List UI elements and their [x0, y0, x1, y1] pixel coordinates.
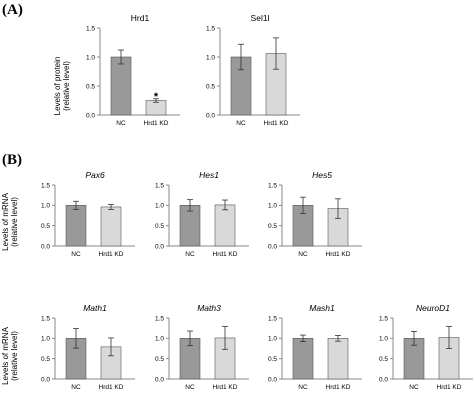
chart-4: 0.0 0.5 1.0 1.5 Hes5 NC Hrd1 KD — [268, 170, 362, 258]
y-tick-label: 1.5 — [41, 182, 50, 189]
y-axis-label-b1-line2: (relative level) — [10, 197, 19, 247]
chart-2: 0.0 0.5 1.0 1.5 Pax6 NC Hrd1 KD — [41, 170, 135, 258]
y-tick-label: 0.0 — [41, 243, 50, 250]
chart-title: Math3 — [197, 303, 221, 313]
chart-title: Hes1 — [199, 170, 219, 180]
y-tick-label: 1.0 — [206, 54, 215, 61]
category-label: Hrd1 KD — [437, 384, 462, 391]
y-axis-label-b1-line1: Levels of mRNA — [1, 192, 10, 250]
y-tick-label: 0.0 — [268, 243, 277, 250]
y-axis-label-a-line1: Levels of protein — [53, 57, 62, 116]
y-tick-label: 0.0 — [206, 112, 215, 119]
y-tick-label: 0.0 — [41, 376, 50, 383]
y-tick-label: 0.5 — [379, 356, 388, 363]
chart-title: Pax6 — [85, 170, 105, 180]
category-label: NC — [185, 251, 195, 258]
chart-0: 0.0 0.5 1.0 1.5 Hrd1 NC Hrd1 KD * — [86, 13, 180, 127]
significance-marker: * — [154, 91, 159, 103]
y-tick-label: 1.0 — [268, 336, 277, 343]
category-label: NC — [409, 384, 419, 391]
category-label: NC — [71, 251, 81, 258]
y-tick-label: 1.0 — [155, 336, 164, 343]
category-label: NC — [298, 384, 308, 391]
y-tick-label: 0.5 — [41, 223, 50, 230]
chart-title: Mash1 — [309, 303, 335, 313]
bar-nc — [110, 56, 132, 116]
y-axis-label-a-line2: (relative level) — [62, 61, 71, 111]
y-tick-label: 0.0 — [155, 243, 164, 250]
y-tick-label: 1.5 — [268, 315, 277, 322]
y-tick-label: 0.5 — [155, 356, 164, 363]
y-tick-label: 1.0 — [86, 54, 95, 61]
y-tick-label: 1.0 — [155, 203, 164, 210]
category-label: NC — [185, 384, 195, 391]
bar-nc — [179, 205, 201, 247]
y-tick-label: 0.5 — [268, 356, 277, 363]
category-label: NC — [298, 251, 308, 258]
category-label: Hrd1 KD — [264, 120, 289, 127]
chart-title: Hes5 — [312, 170, 332, 180]
bar-hrd1-kd — [100, 206, 122, 247]
y-tick-label: 1.5 — [155, 315, 164, 322]
bar-hrd1-kd — [327, 338, 349, 380]
chart-8: 0.0 0.5 1.0 1.5 NeuroD1 NC Hrd1 KD — [379, 303, 473, 391]
category-label: Hrd1 KD — [326, 384, 351, 391]
panel-label-a: (A) — [2, 2, 23, 18]
chart-5: 0.0 0.5 1.0 1.5 Math1 NC Hrd1 KD — [41, 303, 135, 391]
y-tick-label: 0.5 — [41, 356, 50, 363]
y-tick-label: 1.0 — [41, 336, 50, 343]
y-tick-label: 0.0 — [155, 376, 164, 383]
y-tick-label: 0.5 — [206, 83, 215, 90]
chart-title: Math1 — [83, 303, 107, 313]
y-tick-label: 0.5 — [155, 223, 164, 230]
category-label: NC — [236, 120, 246, 127]
category-label: Hrd1 KD — [99, 251, 124, 258]
y-tick-label: 0.5 — [86, 83, 95, 90]
charts: 0.0 0.5 1.0 1.5 Hrd1 NC Hrd1 KD * 0.0 0.5 1.0 1.5 Se… — [41, 13, 473, 391]
category-label: Hrd1 KD — [213, 384, 238, 391]
y-tick-label: 1.0 — [268, 203, 277, 210]
y-tick-label: 1.5 — [206, 25, 215, 32]
y-axis-label-b2-line1: Levels of mRNA — [1, 326, 10, 384]
chart-1: 0.0 0.5 1.0 1.5 Sel1l NC Hrd1 KD — [206, 13, 300, 127]
bar-nc — [292, 338, 314, 380]
y-tick-label: 0.0 — [379, 376, 388, 383]
category-label: NC — [71, 384, 81, 391]
y-tick-label: 1.0 — [379, 336, 388, 343]
y-tick-label: 1.5 — [86, 25, 95, 32]
category-label: Hrd1 KD — [99, 384, 124, 391]
y-tick-label: 0.0 — [86, 112, 95, 119]
y-tick-label: 1.5 — [155, 182, 164, 189]
category-label: Hrd1 KD — [213, 251, 238, 258]
y-tick-label: 1.5 — [41, 315, 50, 322]
category-label: NC — [116, 120, 126, 127]
bar-hrd1-kd — [214, 204, 236, 247]
y-tick-label: 0.5 — [268, 223, 277, 230]
chart-title: Hrd1 — [131, 13, 150, 23]
y-tick-label: 1.5 — [379, 315, 388, 322]
y-tick-label: 0.0 — [268, 376, 277, 383]
panel-label-b: (B) — [2, 152, 22, 168]
chart-title: Sel1l — [251, 13, 270, 23]
category-label: Hrd1 KD — [326, 251, 351, 258]
category-label: Hrd1 KD — [144, 120, 169, 127]
y-axis-label-b2-line2: (relative level) — [10, 331, 19, 381]
y-tick-label: 1.0 — [41, 203, 50, 210]
chart-6: 0.0 0.5 1.0 1.5 Math3 NC Hrd1 KD — [155, 303, 249, 391]
y-tick-label: 1.5 — [268, 182, 277, 189]
chart-7: 0.0 0.5 1.0 1.5 Mash1 NC Hrd1 KD — [268, 303, 362, 391]
bar-nc — [65, 205, 87, 247]
chart-3: 0.0 0.5 1.0 1.5 Hes1 NC Hrd1 KD — [155, 170, 249, 258]
chart-title: NeuroD1 — [416, 303, 450, 313]
